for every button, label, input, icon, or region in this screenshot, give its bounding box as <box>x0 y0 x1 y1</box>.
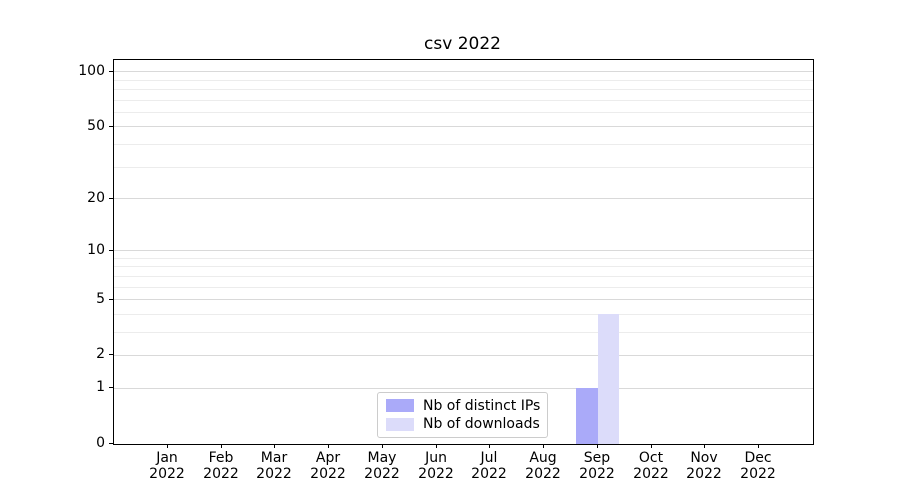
legend: Nb of distinct IPs Nb of downloads <box>377 392 548 438</box>
x-tick-label: May 2022 <box>352 450 412 482</box>
gridline-minor <box>114 112 813 113</box>
y-tick-mark <box>109 250 113 251</box>
y-tick-mark <box>109 354 113 355</box>
x-tick-mark <box>651 444 652 448</box>
y-tick-label: 20 <box>87 190 105 206</box>
x-tick-year: 2022 <box>686 466 722 482</box>
gridline-minor <box>114 266 813 267</box>
y-tick-label: 0 <box>96 435 105 451</box>
x-tick-year: 2022 <box>525 466 561 482</box>
gridline-major <box>114 299 813 300</box>
gridline-minor <box>114 100 813 101</box>
y-tick-mark <box>109 443 113 444</box>
y-tick-mark <box>109 71 113 72</box>
x-tick-year: 2022 <box>471 466 507 482</box>
x-tick-mark <box>167 444 168 448</box>
bar-nb-of-distinct-ips <box>576 388 598 444</box>
gridline-major <box>114 198 813 199</box>
legend-swatch-distinct-ips <box>386 399 414 413</box>
gridline-major <box>114 71 813 72</box>
x-tick-label: Feb 2022 <box>191 450 251 482</box>
gridline-minor <box>114 287 813 288</box>
x-tick-mark <box>382 444 383 448</box>
y-tick-mark <box>109 387 113 388</box>
gridline-minor <box>114 89 813 90</box>
x-tick-year: 2022 <box>633 466 669 482</box>
legend-label-distinct-ips: Nb of distinct IPs <box>423 397 541 414</box>
x-tick-mark <box>328 444 329 448</box>
legend-entry-downloads: Nb of downloads <box>386 416 540 433</box>
x-tick-year: 2022 <box>579 466 615 482</box>
x-tick-mark <box>489 444 490 448</box>
x-tick-year: 2022 <box>740 466 776 482</box>
y-tick-label: 50 <box>87 118 105 134</box>
gridline-major <box>114 126 813 127</box>
x-tick-label: Aug 2022 <box>513 450 573 482</box>
gridline-minor <box>114 332 813 333</box>
y-tick-label: 10 <box>87 242 105 258</box>
y-tick-label: 1 <box>96 379 105 395</box>
x-tick-label: Dec 2022 <box>728 450 788 482</box>
gridline-minor <box>114 276 813 277</box>
x-tick-label: Jul 2022 <box>459 450 519 482</box>
x-tick-label: Oct 2022 <box>621 450 681 482</box>
y-tick-mark <box>109 299 113 300</box>
x-tick-year: 2022 <box>203 466 239 482</box>
x-tick-label: Sep 2022 <box>567 450 627 482</box>
x-tick-year: 2022 <box>310 466 346 482</box>
x-tick-mark <box>436 444 437 448</box>
x-tick-mark <box>543 444 544 448</box>
x-tick-year: 2022 <box>418 466 454 482</box>
x-tick-label: Mar 2022 <box>244 450 304 482</box>
x-tick-label: Nov 2022 <box>674 450 734 482</box>
x-tick-year: 2022 <box>256 466 292 482</box>
x-tick-mark <box>758 444 759 448</box>
y-tick-label: 5 <box>96 291 105 307</box>
gridline-minor <box>114 258 813 259</box>
x-tick-label: Jan 2022 <box>137 450 197 482</box>
legend-label-downloads: Nb of downloads <box>423 416 540 433</box>
legend-swatch-downloads <box>386 417 414 431</box>
x-tick-label: Jun 2022 <box>406 450 466 482</box>
gridline-minor <box>114 167 813 168</box>
x-tick-mark <box>274 444 275 448</box>
x-tick-mark <box>221 444 222 448</box>
x-tick-year: 2022 <box>364 466 400 482</box>
gridline-major <box>114 250 813 251</box>
y-tick-label: 2 <box>96 346 105 362</box>
legend-entry-distinct-ips: Nb of distinct IPs <box>386 397 541 414</box>
y-tick-mark <box>109 126 113 127</box>
gridline-minor <box>114 144 813 145</box>
chart-title: csv 2022 <box>424 34 501 54</box>
y-tick-mark <box>109 198 113 199</box>
gridline-major <box>114 388 813 389</box>
x-tick-label: Apr 2022 <box>298 450 358 482</box>
x-tick-mark <box>597 444 598 448</box>
gridline-major <box>114 355 813 356</box>
gridline-minor <box>114 80 813 81</box>
x-tick-mark <box>704 444 705 448</box>
y-tick-label: 100 <box>78 63 105 79</box>
gridline-minor <box>114 314 813 315</box>
bar-nb-of-downloads <box>597 314 620 444</box>
x-tick-year: 2022 <box>149 466 185 482</box>
plot-area <box>113 59 814 445</box>
